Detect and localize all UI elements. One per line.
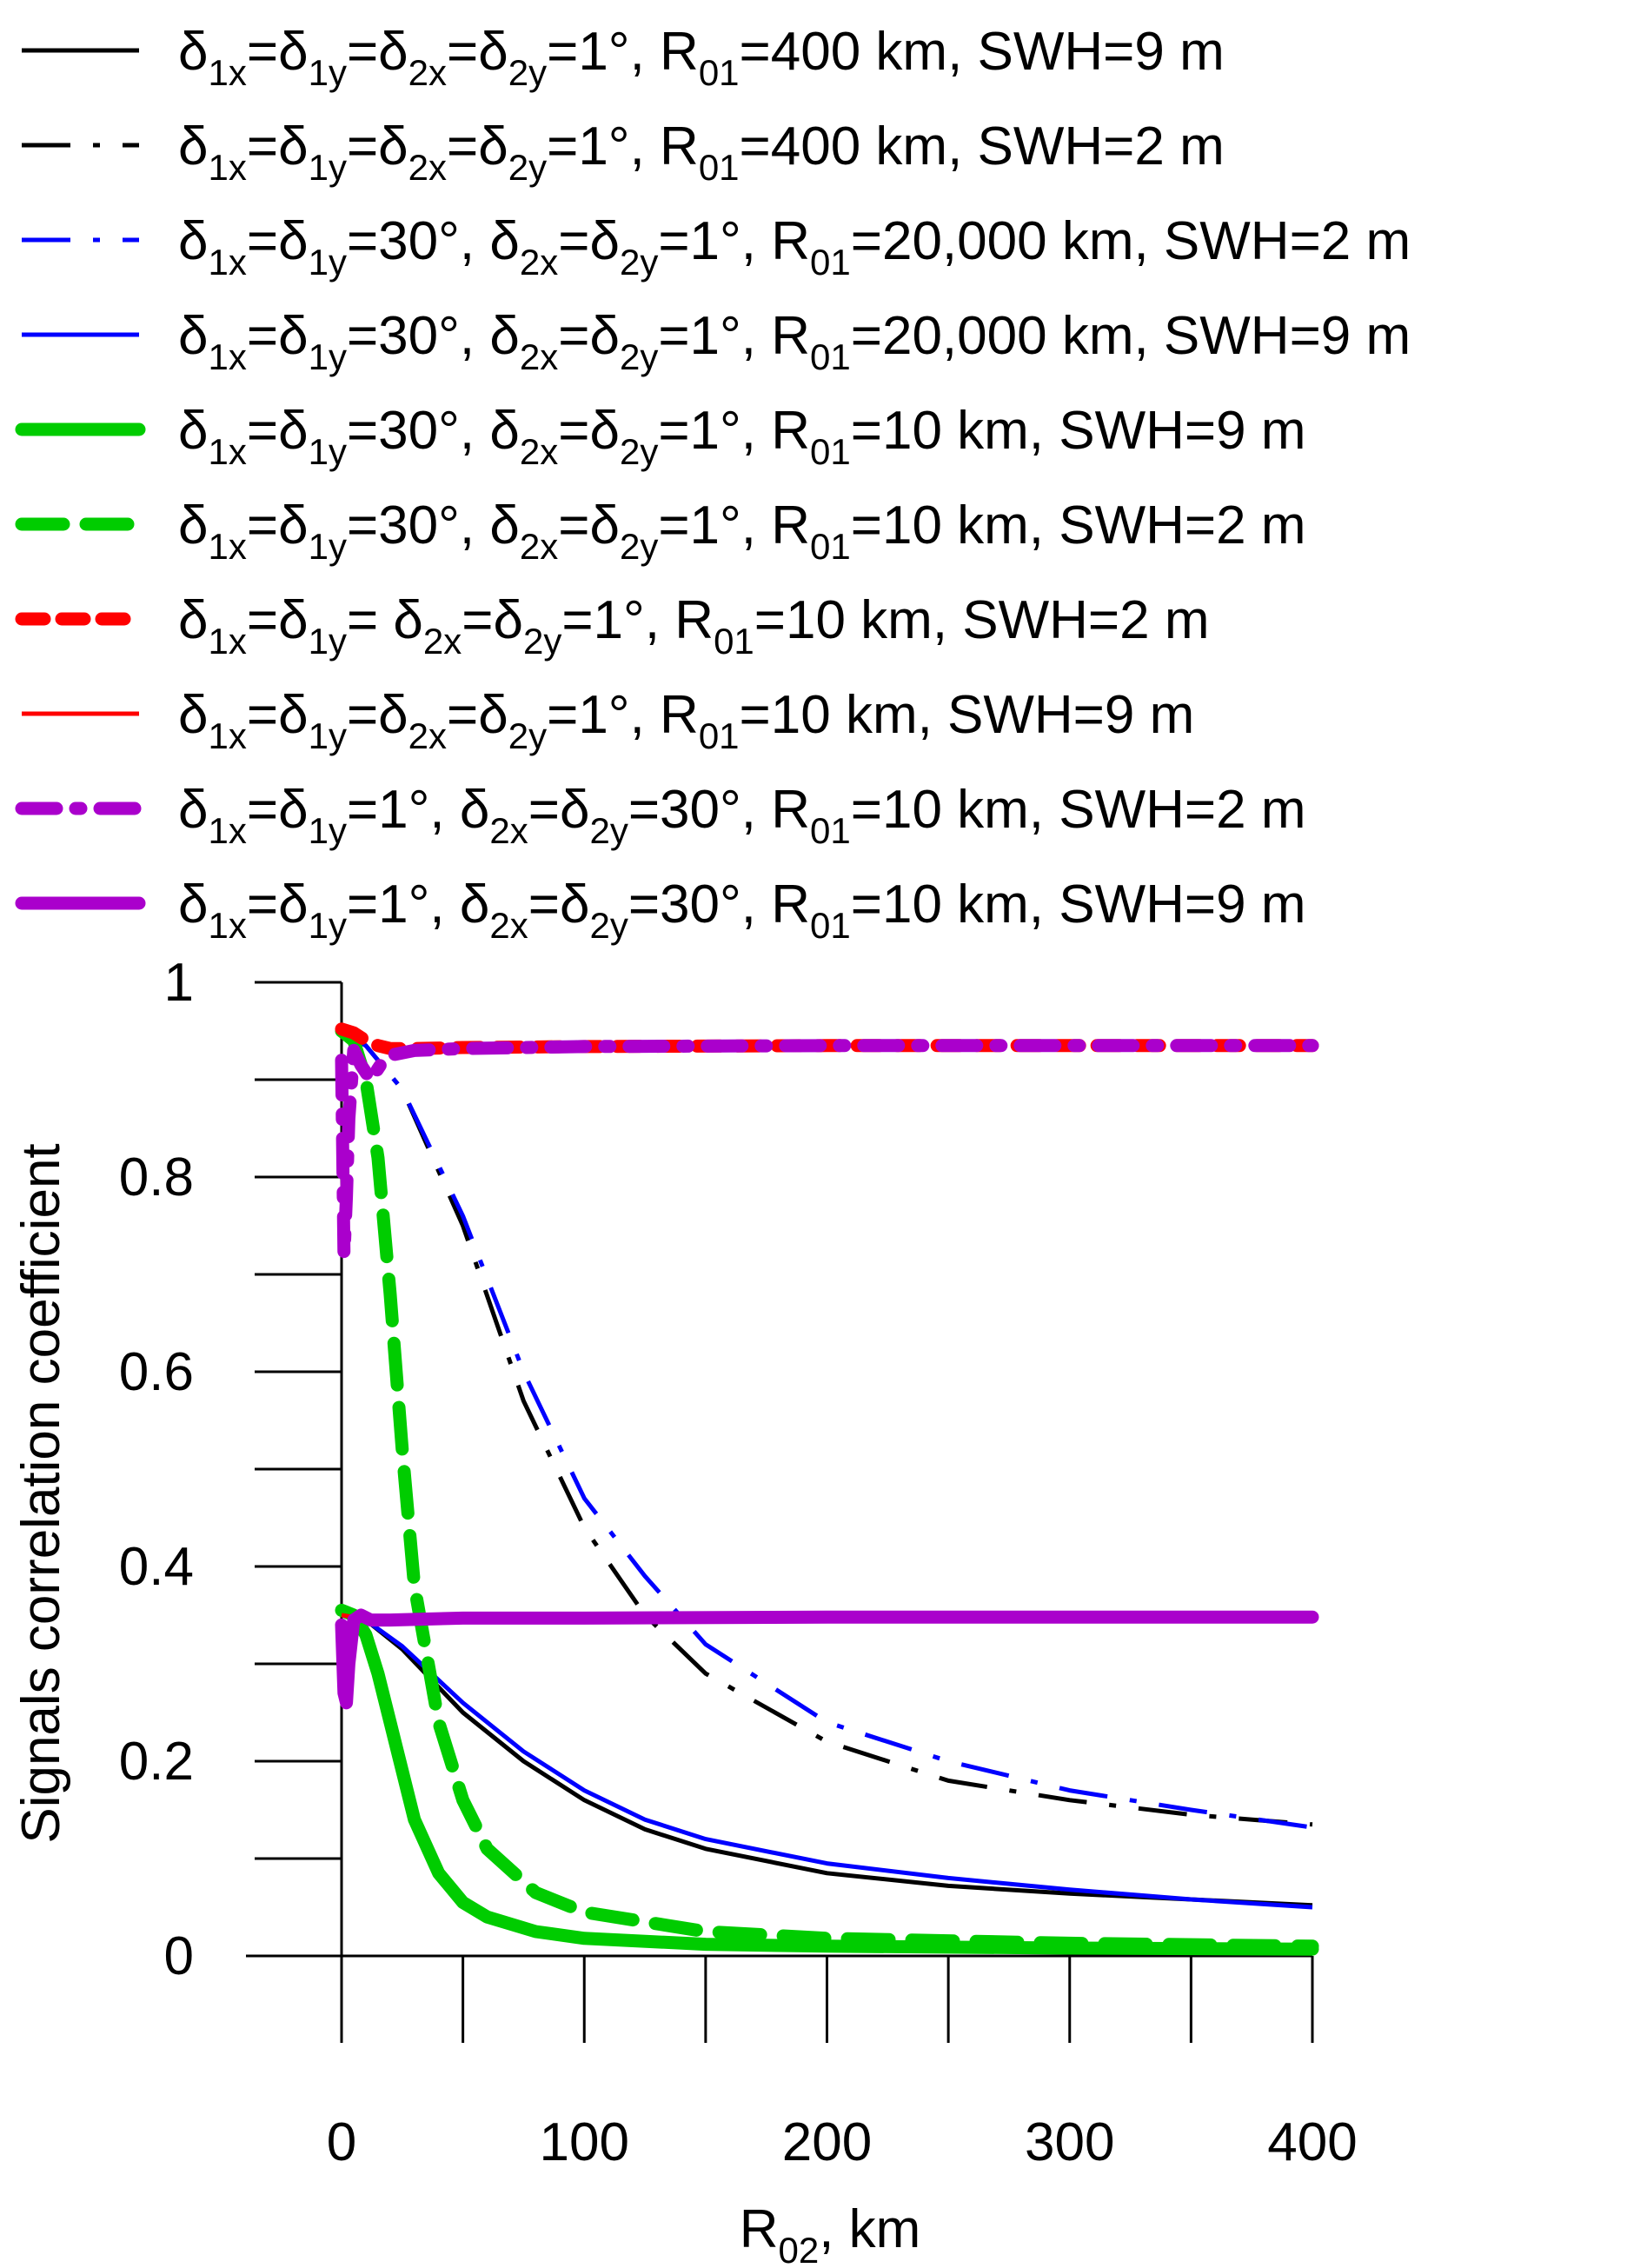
x-axis-label: R02, km <box>740 2199 921 2268</box>
series-line-s3 <box>340 1028 1313 1830</box>
x-tick-label: 400 <box>1267 2112 1357 2172</box>
series-line-s9 <box>335 1039 1319 1262</box>
series-line-s5 <box>335 1603 1319 1956</box>
legend-label-s1: δ1x=δ1y=δ2x=δ2y=1°, R01=400 km, SWH=9 m <box>178 22 1225 93</box>
legend-label-s4: δ1x=δ1y=30°, δ2x=δ2y=1°, R01=20,000 km, … <box>178 306 1411 377</box>
series-line-s2 <box>340 1028 1313 1827</box>
legend-label-s8: δ1x=δ1y=δ2x=δ2y=1°, R01=10 km, SWH=9 m <box>178 685 1194 756</box>
axes: 0 0.2 0.4 0.6 0.8 1 0 100 200 300 400 <box>119 953 1358 2172</box>
series-line-s6 <box>335 1024 1319 1953</box>
legend-label-s10: δ1x=δ1y=1°, δ2x=δ2y=30°, R01=10 km, SWH=… <box>178 875 1305 946</box>
x-tick-label: 0 <box>327 2112 356 2172</box>
legend-label-s9: δ1x=δ1y=1°, δ2x=δ2y=30°, R01=10 km, SWH=… <box>178 780 1305 851</box>
legend-label-s6: δ1x=δ1y=30°, δ2x=δ2y=1°, R01=10 km, SWH=… <box>178 496 1305 567</box>
y-tick-label: 0.2 <box>119 1732 194 1792</box>
legend-label-s2: δ1x=δ1y=δ2x=δ2y=1°, R01=400 km, SWH=2 m <box>178 116 1225 188</box>
y-tick-label: 1 <box>164 953 194 1013</box>
series-line-s10 <box>335 1608 1319 1710</box>
y-tick-label: 0.4 <box>119 1537 194 1597</box>
y-tick-label: 0 <box>164 1926 194 1986</box>
plot-series <box>335 1022 1319 1956</box>
y-tick-label: 0.6 <box>119 1342 194 1402</box>
y-tick-label: 0.8 <box>119 1147 194 1207</box>
legend: δ1x=δ1y=δ2x=δ2y=1°, R01=400 km, SWH=9 m δ… <box>15 22 1411 946</box>
legend-label-s7: δ1x=δ1y= δ2x=δ2y=1°, R01=10 km, SWH=2 m <box>178 590 1209 662</box>
x-tick-label: 300 <box>1025 2112 1114 2172</box>
x-tick-label: 200 <box>782 2112 872 2172</box>
legend-label-s5: δ1x=δ1y=30°, δ2x=δ2y=1°, R01=10 km, SWH=… <box>178 401 1305 472</box>
series-line-s4 <box>341 1608 1313 1910</box>
x-tick-label: 100 <box>540 2112 629 2172</box>
series-line-s1 <box>341 1608 1313 1908</box>
y-axis-label: Signals correlation coefficient <box>11 1143 71 1843</box>
legend-label-s3: δ1x=δ1y=30°, δ2x=δ2y=1°, R01=20,000 km, … <box>178 211 1411 283</box>
